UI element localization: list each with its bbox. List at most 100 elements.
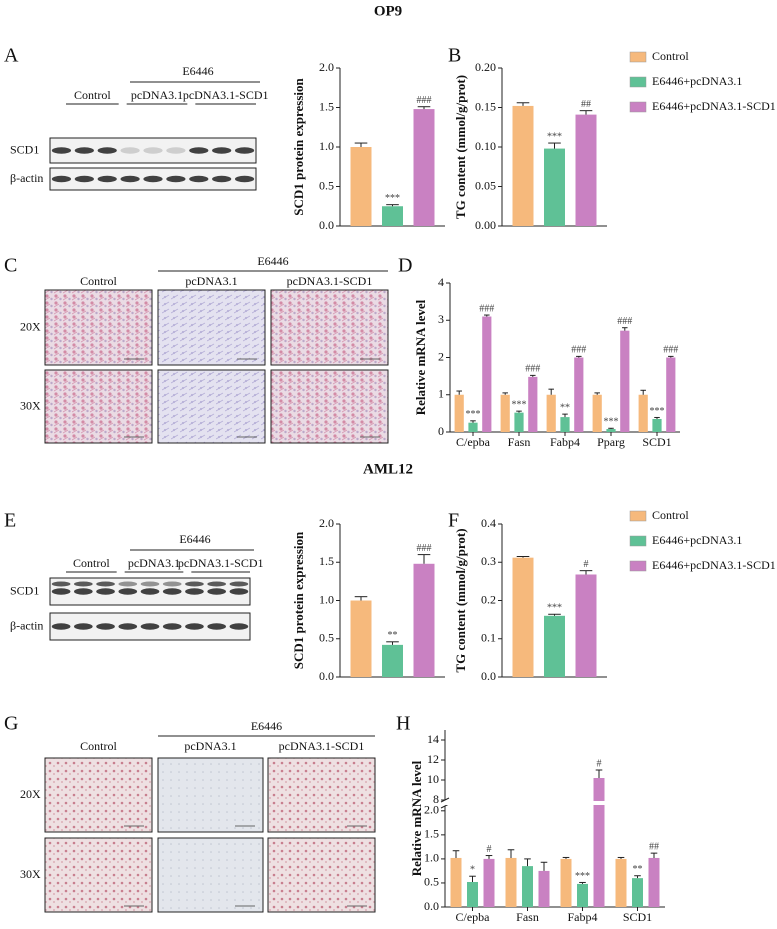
bar xyxy=(638,394,648,432)
blot-band xyxy=(166,147,186,154)
y-tick-label: 1.0 xyxy=(319,139,334,153)
stain-row-label: 20X xyxy=(20,319,41,333)
x-tick-label: Fabp4 xyxy=(568,910,598,924)
x-tick-label: SCD1 xyxy=(642,435,671,449)
bar xyxy=(467,881,478,907)
bar xyxy=(538,870,550,907)
significance-label: ### xyxy=(525,364,540,375)
stain-image xyxy=(267,837,376,913)
significance-label: *** xyxy=(466,409,481,420)
y-tick-label: 0.0 xyxy=(481,669,496,683)
y-tick-label: 3 xyxy=(438,312,444,326)
x-tick-label: C/epba xyxy=(456,435,491,449)
y-tick-label: 1.0 xyxy=(319,592,334,606)
y-tick-label: 2.0 xyxy=(319,60,334,74)
blot-band xyxy=(140,588,160,595)
y-tick-label: 1 xyxy=(438,387,444,401)
blot-band xyxy=(234,147,255,154)
y-tick-label: 1.5 xyxy=(424,827,439,841)
y-tick-label: 0.20 xyxy=(475,60,496,74)
significance-label: ** xyxy=(633,864,643,875)
blot-band xyxy=(74,581,93,587)
section-title: AML12 xyxy=(363,461,413,477)
blot-band xyxy=(212,147,232,154)
significance-label: # xyxy=(584,559,589,570)
stain-image xyxy=(44,369,153,444)
bar xyxy=(382,644,403,677)
panel-letter: A xyxy=(4,45,19,67)
y-tick-label: 10 xyxy=(427,772,439,786)
x-tick-label: Pparg xyxy=(597,435,625,449)
bar xyxy=(606,429,616,432)
y-tick-label: 0.2 xyxy=(481,592,496,606)
bar xyxy=(413,109,435,226)
stain-image xyxy=(157,289,266,366)
blot-band xyxy=(96,623,115,630)
panel-letter: G xyxy=(4,713,18,735)
x-tick-label: Fabp4 xyxy=(550,435,580,449)
blot-band xyxy=(74,175,94,183)
y-tick-label: 2.0 xyxy=(424,803,439,817)
blot-band xyxy=(97,175,117,183)
significance-label: *** xyxy=(512,399,527,410)
stain-column-label: pcDNA3.1-SCD1 xyxy=(287,274,373,288)
bar xyxy=(528,376,538,432)
stain-row-label: 20X xyxy=(20,787,41,801)
significance-label: ** xyxy=(388,630,398,641)
blot-band xyxy=(162,581,182,587)
panel-letter: F xyxy=(448,510,459,532)
bar xyxy=(615,858,627,907)
bar xyxy=(514,412,524,432)
stain-image xyxy=(267,757,376,833)
blot-band xyxy=(51,581,71,587)
blot-row-label: SCD1 xyxy=(10,142,39,156)
legend-swatch xyxy=(629,51,647,63)
blot-band xyxy=(118,588,138,595)
bar xyxy=(450,857,462,907)
stain-image xyxy=(157,757,264,833)
y-axis-label: TG content (mmol/g/prot) xyxy=(453,528,468,672)
panel-letter: H xyxy=(396,713,410,735)
y-tick-label: 2 xyxy=(438,349,444,363)
blot-row-label: β-actin xyxy=(10,171,43,185)
y-tick-label: 1.0 xyxy=(424,851,439,865)
bar xyxy=(666,357,676,432)
blot-band xyxy=(162,588,182,595)
stain-group: E6446 xyxy=(251,719,282,733)
y-tick-label: 2.0 xyxy=(319,516,334,530)
legend-swatch xyxy=(629,535,647,547)
blot-band xyxy=(97,147,117,154)
blot-band xyxy=(51,147,72,154)
y-axis-label: SCD1 protein expression xyxy=(291,531,306,669)
stain-row-label: 30X xyxy=(20,398,41,412)
blot-band xyxy=(74,588,93,595)
y-axis-label: SCD1 protein expression xyxy=(291,77,306,215)
y-axis-label: Relative mRNA level xyxy=(413,299,428,415)
y-tick-label: 0.5 xyxy=(424,875,439,889)
significance-label: # xyxy=(487,844,492,855)
blot-band xyxy=(207,581,227,587)
stain-image xyxy=(44,837,153,913)
blot-band xyxy=(143,147,163,154)
blot-band xyxy=(185,581,204,587)
blot-band xyxy=(189,175,209,183)
x-tick-label: Fasn xyxy=(508,435,531,449)
panel-letter: D xyxy=(398,255,412,277)
blot-band xyxy=(96,588,115,595)
stain-column-label: pcDNA3.1 xyxy=(184,739,236,753)
x-tick-label: C/epba xyxy=(456,910,491,924)
legend-label: E6446+pcDNA3.1 xyxy=(652,74,742,88)
legend-swatch xyxy=(629,101,647,113)
bar xyxy=(632,878,643,907)
y-tick-label: 0.0 xyxy=(319,218,334,232)
stain-row-label: 30X xyxy=(20,867,41,881)
bar xyxy=(648,857,660,907)
blot-band xyxy=(118,581,138,587)
stain-group: E6446 xyxy=(257,254,288,268)
panel-letter: E xyxy=(4,510,16,532)
blot-band xyxy=(185,588,204,595)
significance-label: *** xyxy=(547,131,562,142)
stain-image xyxy=(270,289,389,366)
bar xyxy=(546,394,556,432)
bar xyxy=(592,394,602,432)
